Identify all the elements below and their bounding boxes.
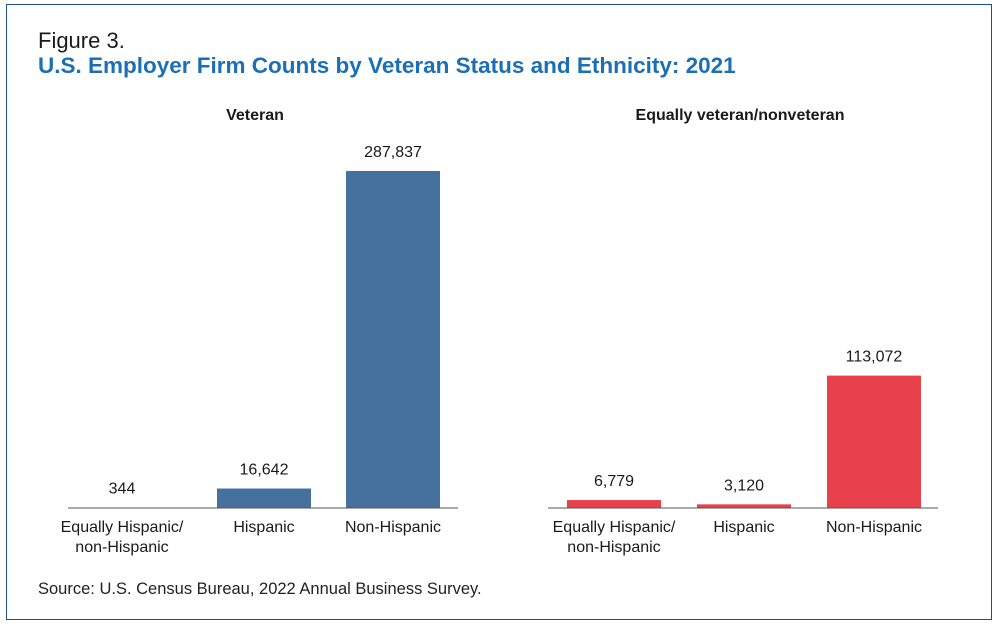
source-note: Source: U.S. Census Bureau, 2022 Annual … bbox=[38, 580, 482, 598]
bar-2 bbox=[827, 375, 921, 508]
figure-frame bbox=[6, 4, 992, 620]
figure-label: Figure 3. bbox=[38, 28, 125, 53]
value-label: 3,120 bbox=[724, 477, 764, 494]
category-label: Equally Hispanic/ bbox=[61, 519, 184, 536]
bar-0 bbox=[567, 500, 661, 508]
bar-2 bbox=[346, 171, 440, 508]
value-label: 344 bbox=[109, 481, 136, 498]
category-label: Equally Hispanic/ bbox=[553, 519, 676, 536]
panel-title: Veteran bbox=[226, 107, 284, 124]
bar-1 bbox=[697, 504, 791, 508]
figure-title: U.S. Employer Firm Counts by Veteran Sta… bbox=[38, 53, 736, 78]
category-label: non-Hispanic bbox=[75, 539, 168, 556]
panel-title: Equally veteran/nonveteran bbox=[636, 107, 845, 124]
category-label: Hispanic bbox=[233, 519, 294, 536]
category-label: Hispanic bbox=[713, 519, 774, 536]
category-label: non-Hispanic bbox=[567, 539, 660, 556]
bar-1 bbox=[217, 488, 311, 508]
panel-equally-veteran: Equally veteran/nonveteran 6,779 Equally … bbox=[548, 107, 938, 556]
value-label: 113,072 bbox=[846, 349, 903, 366]
value-label: 6,779 bbox=[594, 473, 634, 490]
category-label: Non-Hispanic bbox=[826, 519, 922, 536]
value-label: 16,642 bbox=[240, 462, 289, 479]
category-label: Non-Hispanic bbox=[345, 519, 441, 536]
value-label: 287,837 bbox=[364, 144, 422, 161]
panel-veteran: Veteran 344 Equally Hispanic/non-Hispanic… bbox=[61, 107, 458, 556]
